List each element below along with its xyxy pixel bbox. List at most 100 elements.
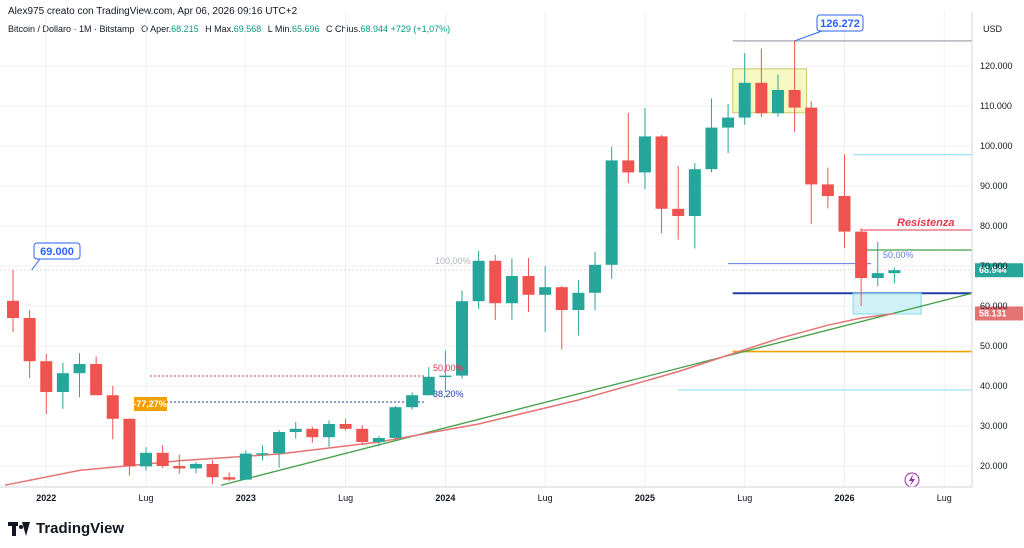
candle-body <box>672 208 685 216</box>
symbol-name: Bitcoin / Dollaro · 1M · Bitstamp <box>8 24 135 34</box>
high-label: H <box>205 24 212 34</box>
y-axis[interactable]: 20.000 30.000 40.000 50.000 60.000 70.000 80.0… <box>971 12 1013 487</box>
candle-body <box>771 90 784 114</box>
candle-body <box>871 273 884 278</box>
x-tick-label: Lug <box>737 493 752 503</box>
candle-body <box>289 428 302 432</box>
y-tick-label: 20.000 <box>980 461 1008 471</box>
x-tick-label: 2023 <box>236 493 256 503</box>
chart-labels: 68.944 58.131 69.000 126.272 -77,27% 100,00% 5… <box>31 14 1023 488</box>
candle-body <box>239 453 252 480</box>
low-label: L <box>267 24 273 34</box>
low-value: 65.696 <box>291 24 320 34</box>
resistance-label: Resistenza <box>897 217 954 229</box>
drawdown-tag <box>134 397 167 411</box>
fib-50-label: 50,00% <box>433 363 464 373</box>
candle-body <box>339 424 352 429</box>
candle-body <box>705 127 718 170</box>
ath-2021-label: 69.000 <box>40 246 74 258</box>
candle-body <box>855 231 868 278</box>
ath-2025-pointer <box>794 30 823 42</box>
x-tick-label: Lug <box>538 493 553 503</box>
candle-body <box>106 395 119 419</box>
x-tick-label: 2026 <box>834 493 854 503</box>
candle-body <box>256 453 269 455</box>
last-price-tag <box>975 263 1023 278</box>
y-tick-label: 80.000 <box>980 221 1008 231</box>
lightning-bolt <box>909 474 915 486</box>
candle-body <box>838 196 851 232</box>
candle-body <box>206 464 219 478</box>
close-key: Chius. <box>335 24 361 34</box>
candle-body <box>589 264 602 293</box>
change-value: +729 (+1,07%) <box>390 24 451 34</box>
candle-body <box>372 438 385 442</box>
x-tick-label: 2024 <box>435 493 455 503</box>
candle-body <box>306 428 319 438</box>
trend-line <box>221 292 973 486</box>
candle-body <box>456 301 469 376</box>
y-tick-label: 90.000 <box>980 181 1008 191</box>
y-tick-label: 50.000 <box>980 341 1008 351</box>
candle-body <box>755 82 768 114</box>
candle-body <box>40 361 53 392</box>
tradingview-logo[interactable]: TradingView <box>8 520 124 537</box>
candle-body <box>489 260 502 304</box>
candle-body <box>522 276 535 295</box>
ath-2025-label: 126.272 <box>820 18 860 30</box>
retrace-label: 50,00% <box>883 250 914 260</box>
candle-body <box>788 90 801 108</box>
high-value: 69.568 <box>233 24 262 34</box>
candle-body <box>156 452 169 466</box>
candle-body <box>73 364 86 374</box>
candle-body <box>140 452 153 467</box>
x-tick-label: Lug <box>139 493 154 503</box>
horizontal-levels <box>0 40 972 403</box>
close-value: 68.944 <box>360 24 389 34</box>
low-key: Min. <box>274 24 292 34</box>
candles <box>7 40 901 484</box>
candle-body <box>223 477 236 480</box>
candle-body <box>123 418 136 467</box>
ma-price-tag <box>975 306 1023 321</box>
candle-body <box>688 169 701 216</box>
candle-body <box>90 364 103 396</box>
candle-body <box>56 373 69 392</box>
candle-body <box>472 260 485 302</box>
fib-100-label: 100,00% <box>435 256 471 266</box>
candle-body <box>738 82 751 118</box>
chart-attribution: Alex975 creato con TradingView.com, Apr … <box>8 6 298 17</box>
candle-body <box>322 424 335 438</box>
candle-body <box>622 160 635 173</box>
brand-name: TradingView <box>36 520 125 537</box>
currency-label[interactable]: USD <box>983 24 1003 34</box>
candle-body <box>406 395 419 408</box>
y-tick-label: 30.000 <box>980 421 1008 431</box>
candle-body <box>572 292 585 310</box>
candle-body <box>605 160 618 265</box>
x-tick-label: Lug <box>338 493 353 503</box>
x-tick-label: 2025 <box>635 493 655 503</box>
candle-body <box>539 287 552 295</box>
candle-body <box>173 466 186 469</box>
drawdown-label: -77,27% <box>133 399 167 409</box>
candle-body <box>389 407 402 438</box>
candle-body <box>273 432 286 454</box>
candle-body <box>505 276 518 304</box>
candle-body <box>805 107 818 185</box>
candle-body <box>888 270 901 274</box>
y-tick-label: 120.000 <box>980 61 1013 71</box>
y-tick-label: 100.000 <box>980 141 1013 151</box>
symbol-legend[interactable]: Bitcoin / Dollaro · 1M · Bitstamp O Aper… <box>8 24 450 34</box>
last-price-label: 68.944 <box>979 265 1007 275</box>
candle-body <box>821 184 834 196</box>
candle-body <box>189 464 202 469</box>
ath-2021-label-box <box>33 242 81 260</box>
candle-body <box>722 117 735 128</box>
y-tick-label: 40.000 <box>980 381 1008 391</box>
x-axis[interactable]: 2022 Lug 2023 Lug 2024 Lug 2025 Lug 2026 Lug <box>0 486 972 503</box>
open-key: Aper. <box>150 24 172 34</box>
support-box <box>852 292 922 315</box>
grid-lines <box>0 12 972 487</box>
